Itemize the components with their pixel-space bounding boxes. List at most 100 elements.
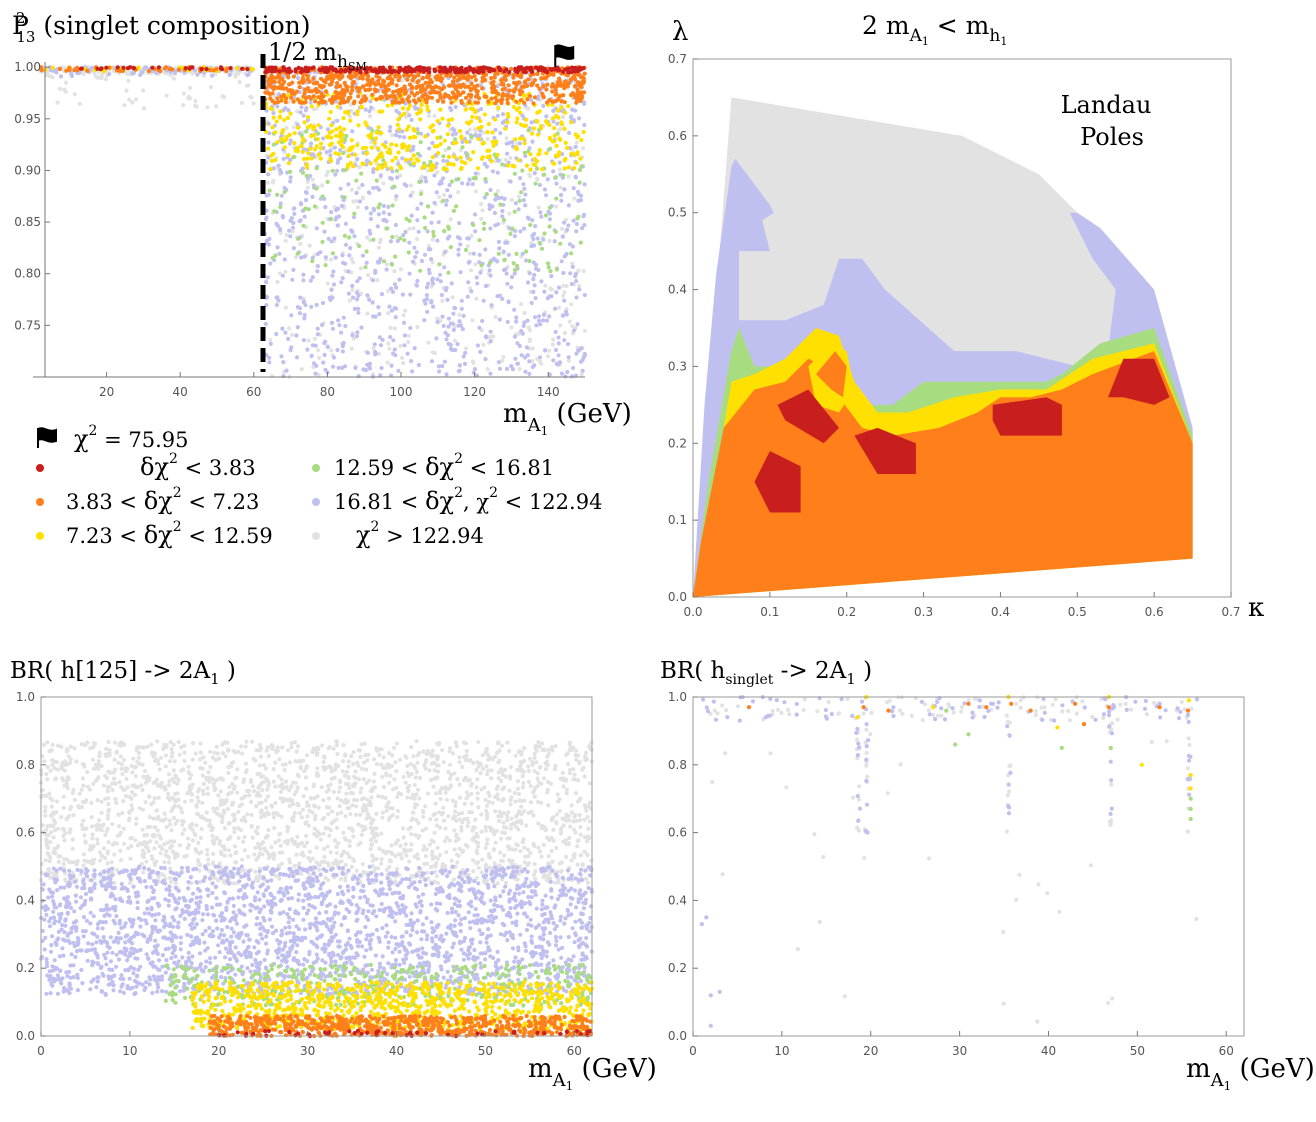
lavender-point (562, 187, 567, 192)
lavender-point (444, 198, 449, 203)
yellow-point (394, 143, 399, 148)
green-point (376, 205, 381, 210)
orange-point (337, 76, 342, 82)
lavender-point (438, 272, 443, 277)
gray-point (534, 760, 539, 765)
gray-point (391, 745, 397, 750)
gray-point (393, 197, 398, 202)
gray-point (379, 856, 384, 862)
lavender-point (529, 300, 534, 306)
gray-point (472, 127, 477, 132)
orange-point (560, 93, 565, 98)
gray-point (570, 810, 575, 815)
gray-point (469, 233, 474, 238)
lavender-point (533, 296, 538, 301)
lavender-point (379, 365, 384, 371)
gray-point (361, 760, 367, 765)
gray-point (133, 792, 138, 798)
gray-point (265, 787, 270, 792)
orange-point (486, 99, 491, 104)
yellow-point (345, 165, 350, 170)
gray-point (434, 874, 439, 879)
yellow-point (435, 135, 440, 140)
lavender-point (452, 128, 457, 133)
lavender-point (365, 350, 370, 355)
lavender-point (471, 251, 476, 256)
lavender-point (343, 221, 348, 226)
lavender-point (459, 306, 464, 311)
lavender-point (373, 270, 378, 275)
lavender-point (513, 201, 519, 206)
yellow-point (334, 127, 339, 132)
lavender-point (423, 301, 428, 306)
lavender-point (424, 297, 430, 302)
orange-point (458, 83, 463, 88)
gray-point (233, 74, 238, 79)
green-point (577, 167, 583, 172)
lavender-point (552, 239, 557, 244)
green-point (526, 128, 531, 133)
lavender-point (364, 158, 369, 163)
gray-point (409, 795, 414, 800)
yellow-point (518, 136, 523, 141)
yellow-point (522, 123, 527, 128)
lavender-point (350, 129, 355, 134)
gray-point (349, 864, 354, 870)
gray-point (134, 97, 139, 102)
lavender-point (353, 365, 358, 370)
lavender-point (461, 313, 466, 318)
lavender-point (442, 265, 447, 270)
gray-point (290, 802, 296, 807)
gray-point (344, 791, 349, 796)
yellow-point (528, 152, 533, 157)
gray-point (346, 782, 351, 787)
lavender-point (282, 257, 287, 262)
red-point (521, 69, 526, 74)
gray-point (295, 834, 300, 840)
lavender-point (335, 206, 341, 211)
gray-point (156, 761, 161, 767)
yellow-point (387, 147, 392, 152)
gray-point (474, 296, 479, 301)
yellow-point (390, 158, 395, 163)
gray-point (480, 208, 485, 213)
gray-point (347, 838, 352, 844)
lavender-point (469, 289, 474, 294)
gray-point (365, 311, 370, 316)
lavender-point (532, 272, 537, 278)
lavender-point (419, 258, 425, 264)
gray-point (577, 283, 582, 288)
orange-point (282, 79, 287, 84)
lavender-point (389, 308, 394, 313)
lavender-point (445, 236, 450, 241)
green-point (514, 251, 519, 256)
orange-point (321, 78, 326, 83)
lavender-point (496, 360, 501, 365)
x-tick-label: 0.0 (683, 605, 702, 619)
gray-point (491, 847, 497, 852)
gray-point (419, 174, 424, 179)
orange-point (415, 91, 420, 96)
gray-point (414, 769, 419, 775)
lavender-point (336, 365, 341, 370)
red-point (471, 67, 476, 72)
gray-point (507, 211, 512, 216)
red-point (95, 66, 100, 71)
orange-point (301, 79, 306, 84)
gray-point (156, 795, 161, 800)
lavender-point (409, 213, 414, 218)
lavender-point (514, 319, 519, 324)
gray-point (375, 278, 380, 283)
lavender-point (352, 234, 357, 239)
orange-point (307, 89, 312, 94)
lavender-point (411, 259, 416, 264)
gray-point (320, 183, 325, 188)
gray-point (99, 75, 104, 81)
orange-point (323, 89, 329, 94)
gray-point (513, 753, 518, 759)
lavender-point (553, 329, 558, 335)
orange-point (406, 94, 411, 99)
yellow-point (316, 123, 321, 128)
gray-point (251, 101, 256, 106)
orange-point (501, 76, 506, 81)
